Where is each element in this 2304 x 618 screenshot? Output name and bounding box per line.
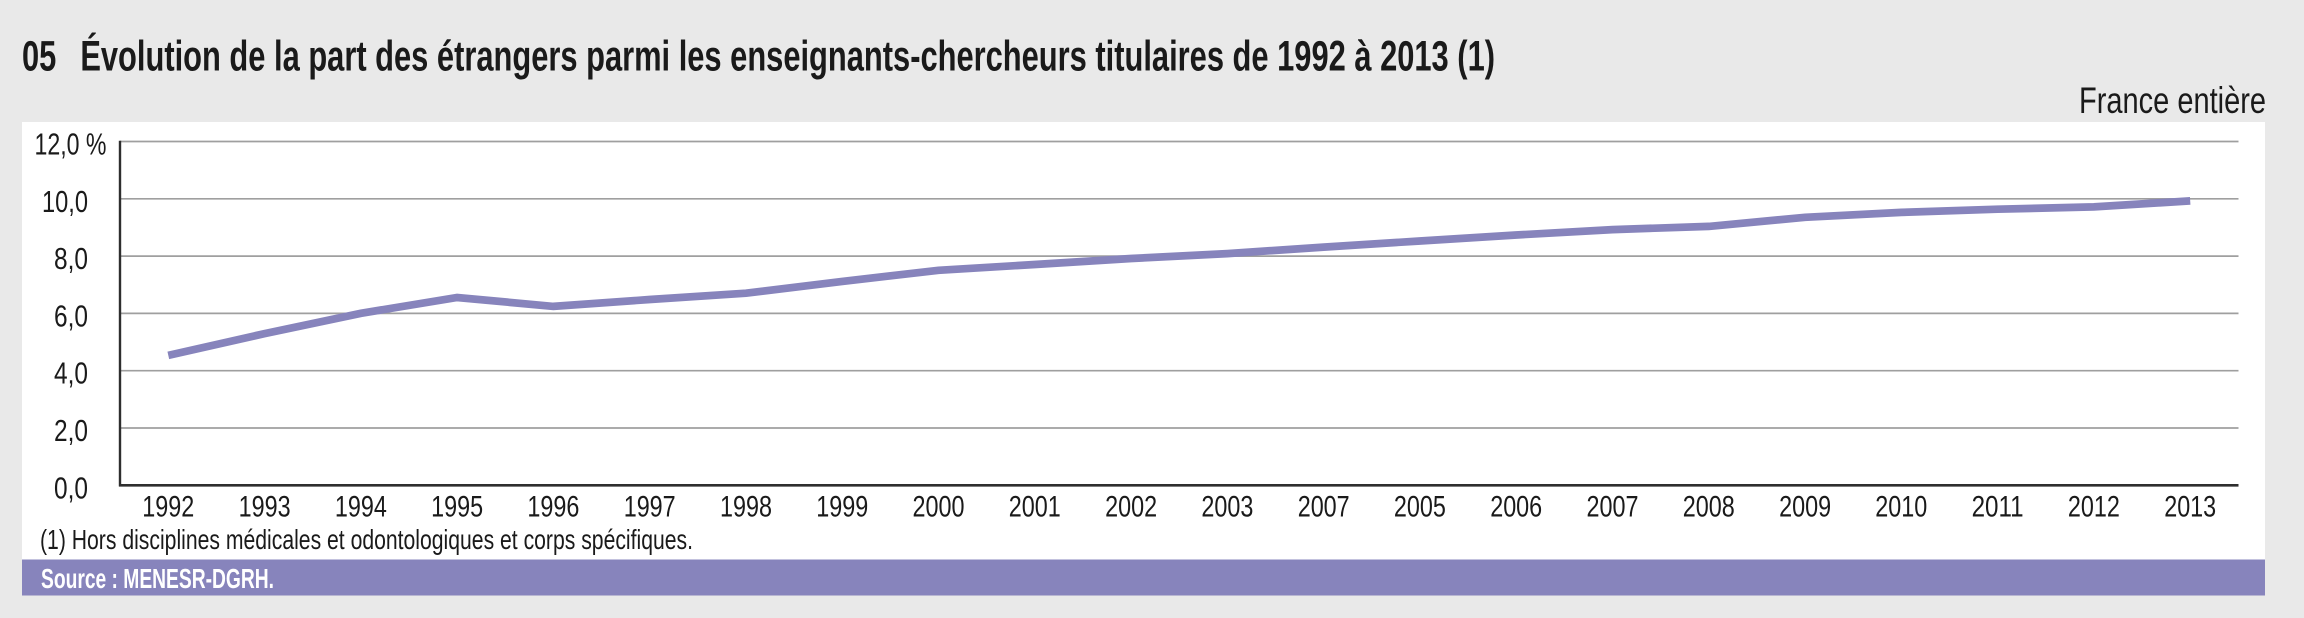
- svg-text:2003: 2003: [1201, 491, 1253, 524]
- svg-text:2007: 2007: [1587, 491, 1639, 524]
- svg-text:1997: 1997: [624, 491, 676, 524]
- svg-text:6,0: 6,0: [54, 298, 88, 333]
- svg-text:2009: 2009: [1779, 491, 1831, 524]
- svg-text:2012: 2012: [2068, 491, 2120, 524]
- svg-text:1993: 1993: [239, 491, 291, 524]
- svg-text:1995: 1995: [431, 491, 483, 524]
- svg-text:1999: 1999: [816, 491, 868, 524]
- svg-text:2000: 2000: [913, 491, 965, 524]
- svg-text:2013: 2013: [2164, 491, 2216, 524]
- svg-text:05 Évolution de la part des é: 05 Évolution de la part des étrangers pa…: [22, 33, 1495, 81]
- svg-text:France entière: France entière: [2079, 80, 2266, 121]
- svg-text:4,0: 4,0: [54, 356, 88, 391]
- svg-text:2011: 2011: [1972, 491, 2024, 524]
- svg-text:1992: 1992: [142, 491, 194, 524]
- svg-text:(1) Hors disciplines médicales: (1) Hors disciplines médicales et odonto…: [40, 524, 693, 555]
- svg-text:2005: 2005: [1394, 491, 1446, 524]
- svg-text:10,0: 10,0: [42, 184, 88, 219]
- svg-text:8,0: 8,0: [54, 241, 88, 276]
- svg-text:2002: 2002: [1105, 491, 1157, 524]
- svg-text:2008: 2008: [1683, 491, 1735, 524]
- svg-text:2010: 2010: [1875, 491, 1927, 524]
- svg-text:2007: 2007: [1298, 491, 1350, 524]
- svg-text:2,0: 2,0: [54, 413, 88, 448]
- svg-text:12,0 %: 12,0 %: [35, 127, 107, 162]
- svg-text:2006: 2006: [1490, 491, 1542, 524]
- svg-text:1998: 1998: [720, 491, 772, 524]
- svg-text:Source : MENESR-DGRH.: Source : MENESR-DGRH.: [41, 563, 274, 594]
- svg-text:1994: 1994: [335, 491, 387, 524]
- svg-text:0,0: 0,0: [54, 470, 88, 505]
- svg-text:2001: 2001: [1009, 491, 1061, 524]
- svg-text:1996: 1996: [527, 491, 579, 524]
